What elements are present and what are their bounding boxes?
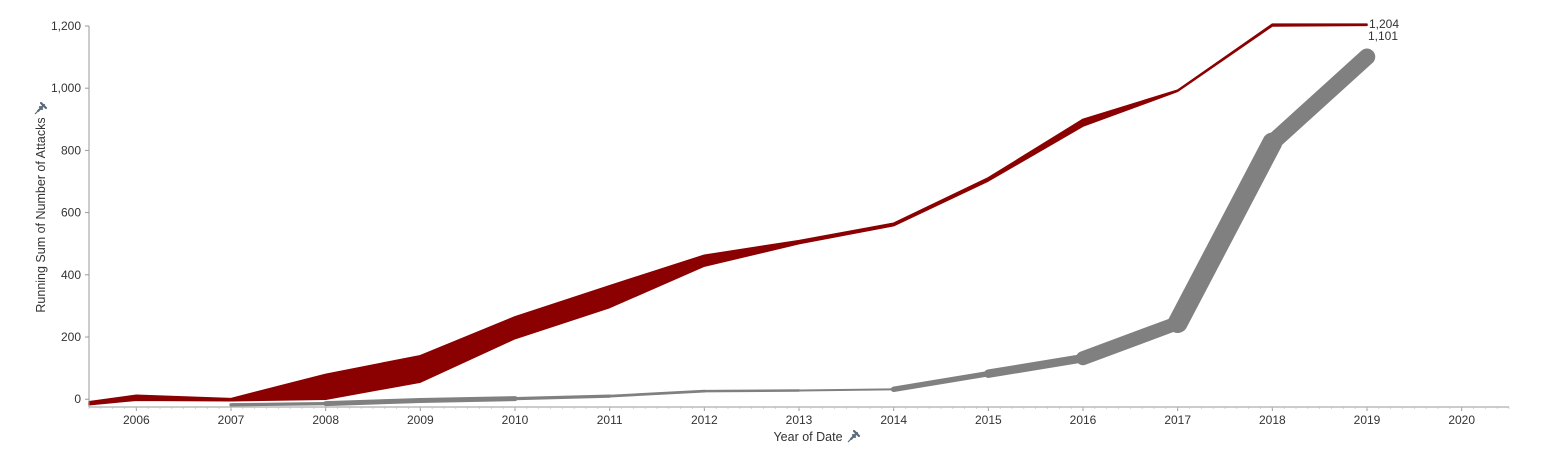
series-gray-segment <box>1264 48 1376 151</box>
x-tick-label: 2020 <box>1448 413 1475 427</box>
x-tick-label: 2012 <box>691 413 718 427</box>
x-tick-label: 2010 <box>502 413 529 427</box>
x-tick-label: 2007 <box>218 413 245 427</box>
x-tick-label: 2008 <box>312 413 339 427</box>
pin-needle <box>847 438 852 443</box>
pin-needle <box>34 110 39 115</box>
x-tick-label: 2018 <box>1259 413 1286 427</box>
x-tick-label: 2009 <box>407 413 434 427</box>
pin-shape <box>849 429 861 441</box>
y-tick-label: 1,000 <box>51 81 81 95</box>
y-axis-pin-icon[interactable] <box>34 101 48 115</box>
y-tick-label: 400 <box>61 268 81 282</box>
series-gray-segment <box>1167 132 1283 333</box>
x-tick-label: 2017 <box>1164 413 1191 427</box>
series-gray-segment <box>229 401 328 407</box>
x-tick-label: 2016 <box>1070 413 1097 427</box>
series-red-ribbon <box>88 23 1368 406</box>
series-gray-segment <box>323 398 423 407</box>
y-axis-title: Running Sum of Number of Attacks <box>34 117 48 312</box>
pin-shape <box>36 101 48 113</box>
x-tick-label: 2011 <box>597 413 623 427</box>
y-tick-label: 200 <box>61 330 81 344</box>
axes: 2006 2007 2008 2009 2010 2011 2012 2013 2014 2015… <box>51 19 1510 427</box>
series-gray-segment <box>608 389 706 398</box>
series-gray-segment <box>417 396 518 403</box>
x-tick-label: 2013 <box>786 413 813 427</box>
series-gray-segment <box>984 353 1088 378</box>
x-tick-label: 2015 <box>975 413 1002 427</box>
series-gray-segment <box>703 389 801 393</box>
labels: Year of Date Running Sum of Number of At… <box>34 101 861 444</box>
x-axis-pin-icon[interactable] <box>847 429 861 443</box>
series-gray-segment <box>513 394 612 401</box>
end-label-gray: 1,101 <box>1368 29 1398 43</box>
x-tick-label: 2006 <box>123 413 150 427</box>
x-tick-label: 2019 <box>1354 413 1381 427</box>
y-tick-label: 1,200 <box>51 19 81 33</box>
end-label-red: 1,204 <box>1369 17 1399 31</box>
y-tick-label: 0 <box>74 392 81 406</box>
series-gray-segment <box>798 388 895 392</box>
x-axis-title: Year of Date <box>773 430 842 444</box>
series-gray-segment <box>1076 316 1185 366</box>
y-tick-label: 800 <box>61 143 81 157</box>
series-gray-segment <box>890 370 992 393</box>
y-tick-label: 600 <box>61 206 81 220</box>
x-tick-label: 2014 <box>880 413 907 427</box>
